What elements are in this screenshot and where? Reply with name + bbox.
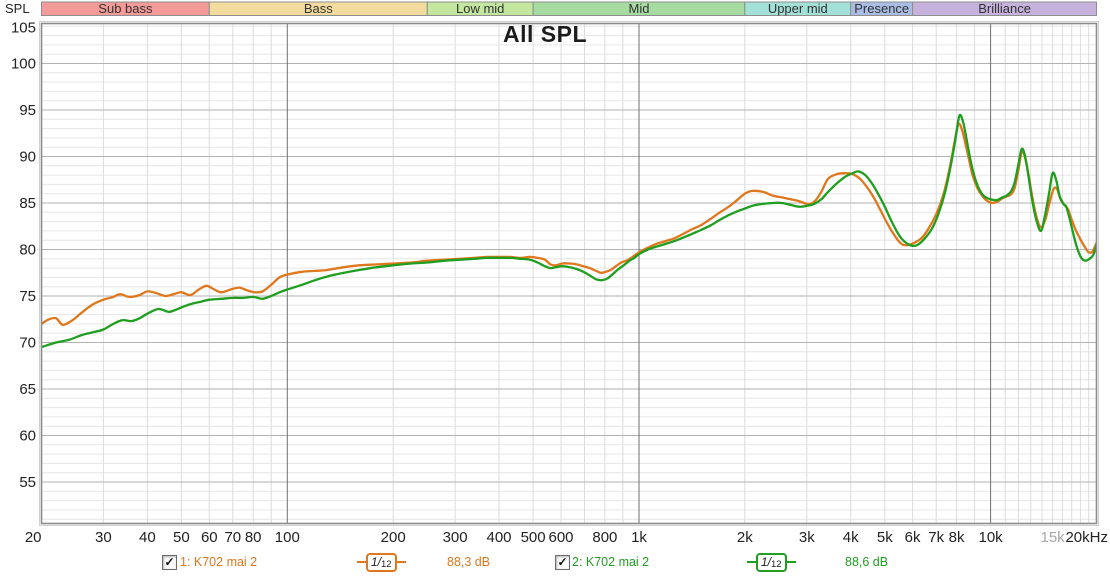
band-label-presence: Presence <box>854 1 909 16</box>
trace-2-level: 88,6 dB <box>845 555 889 569</box>
trace-line-icon <box>786 561 796 563</box>
y-tick-label: 60 <box>19 428 36 445</box>
trace-2-smoothing: 1/12 <box>747 552 796 572</box>
plot-background <box>41 23 1097 524</box>
smoothing-badge: 1/12 <box>366 552 397 572</box>
x-tick-label: 15k <box>1041 529 1066 546</box>
y-tick-label: 75 <box>19 288 36 305</box>
grid-major <box>41 23 1097 524</box>
x-tick-label: 2k <box>737 529 753 546</box>
band-label-mid: Mid <box>629 1 650 16</box>
y-tick-label: 65 <box>19 381 36 398</box>
x-axis-labels: 20 30 40 50 60 70 80 100 200 300 400 500 600 800 1k 2k 3… <box>25 529 1108 546</box>
chart-title: All SPL <box>502 21 587 47</box>
x-tick-label: 8k <box>949 529 965 546</box>
x-tick-label: 70 <box>224 529 241 546</box>
legend-bar: ✓ 1: K702 mai 2 1/12 88,3 dB ✓ 2: K702 m… <box>0 552 1110 576</box>
band-label-brilliance: Brilliance <box>978 1 1031 16</box>
trace-1-smoothing: 1/12 <box>357 552 406 572</box>
band-label-low-mid: Low mid <box>456 1 504 16</box>
band-label-bass: Bass <box>304 1 333 16</box>
y-tick-label: 100 <box>11 56 36 73</box>
trace-line-icon <box>747 561 756 563</box>
trace-2-label-wrap: 2: K702 mai 2 <box>572 552 649 572</box>
x-tick-label: 300 <box>443 529 468 546</box>
checkmark-icon: ✓ <box>557 555 568 569</box>
plot-outer-edge <box>39 21 1099 526</box>
plot-border <box>40 22 1098 525</box>
x-tick-label: 400 <box>486 529 511 546</box>
x-tick-label: 7k <box>928 529 944 546</box>
x-tick-label: 40 <box>139 529 156 546</box>
trace-2-label: 2: K702 mai 2 <box>572 555 650 569</box>
band-brilliance <box>912 1 1097 16</box>
grid-minor <box>41 23 1097 524</box>
y-axis-title: SPL <box>5 1 30 16</box>
x-tick-label: 80 <box>245 529 262 546</box>
y-tick-label: 90 <box>19 149 36 166</box>
y-tick-label: 105 <box>11 20 36 37</box>
x-tick-label: 5k <box>877 529 893 546</box>
trace-1-legend: ✓ <box>162 552 177 572</box>
x-tick-label: 200 <box>381 529 406 546</box>
x-tick-label: 4k <box>843 529 859 546</box>
x-tick-label: 1k <box>631 529 647 546</box>
x-tick-label: 60 <box>201 529 218 546</box>
x-tick-label: 800 <box>592 529 617 546</box>
x-tick-label: 20 <box>25 529 42 546</box>
trace-1-label: 1: K702 mai 2 <box>180 555 258 569</box>
smoothing-badge: 1/12 <box>756 552 787 572</box>
trace-1-checkbox[interactable]: ✓ <box>162 554 177 570</box>
trace-2-legend: ✓ <box>555 552 570 572</box>
spl-plot-area[interactable]: Sub bass Bass Low mid Mid Upper mid Presence B… <box>0 0 1110 550</box>
x-tick-label: 3k <box>799 529 815 546</box>
trace-line-icon <box>396 561 406 563</box>
band-label-upper-mid: Upper mid <box>768 1 828 16</box>
x-tick-label: 500 <box>521 529 546 546</box>
checkmark-icon: ✓ <box>164 555 175 569</box>
trace-1-label-wrap: 1: K702 mai 2 <box>180 552 257 572</box>
x-tick-label: 30 <box>95 529 112 546</box>
y-tick-label: 95 <box>19 102 36 119</box>
y-axis-labels: 105 100 95 90 85 80 75 70 65 60 55 <box>11 20 36 492</box>
x-tick-label: 10k <box>979 529 1004 546</box>
trace-2-curve <box>41 113 1097 349</box>
y-tick-label: 85 <box>19 195 36 212</box>
band-label-sub-bass: Sub bass <box>98 1 153 16</box>
trace-2-checkbox[interactable]: ✓ <box>555 554 570 570</box>
x-tick-label: 100 <box>275 529 300 546</box>
y-tick-label: 55 <box>19 474 36 491</box>
trace-1-level-wrap: 88,3 dB <box>447 552 490 572</box>
trace-line-icon <box>357 561 366 563</box>
y-tick-label: 80 <box>19 242 36 259</box>
trace-1-level: 88,3 dB <box>447 555 491 569</box>
x-tick-label: 50 <box>173 529 190 546</box>
x-tick-label: 20kHz <box>1065 529 1108 546</box>
x-tick-label: 6k <box>905 529 921 546</box>
y-tick-label: 70 <box>19 335 36 352</box>
x-tick-label: 600 <box>548 529 573 546</box>
trace-2-level-wrap: 88,6 dB <box>845 552 888 572</box>
